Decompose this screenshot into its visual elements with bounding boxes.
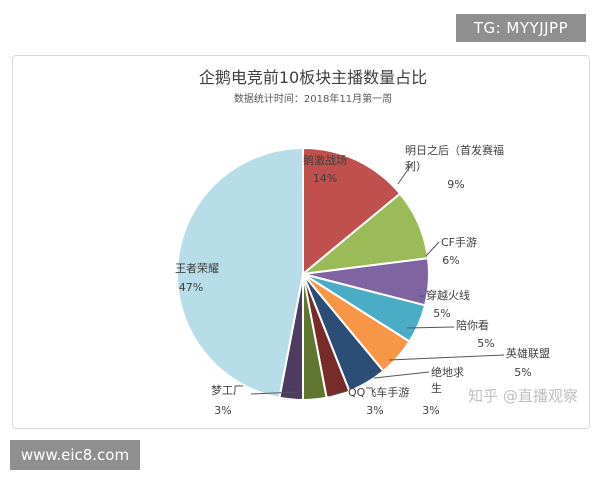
slice-label: 王者荣耀 <box>175 262 219 275</box>
leader-line <box>373 371 430 379</box>
slice-label: 鹅激战场 <box>303 153 347 167</box>
slice-value-label: 3% <box>366 404 383 417</box>
pie-chart: 企鹅电竞前10板块主播数量占比 数据统计时间：2018年11月第一周 鹅激战场 1… <box>175 68 578 417</box>
slice-value-label: 47% <box>179 281 203 294</box>
chart-subtitle: 数据统计时间：2018年11月第一周 <box>234 92 392 105</box>
slice-value-label: 5% <box>477 337 494 350</box>
leader-lines <box>250 161 505 397</box>
leader-line <box>388 354 505 361</box>
bottom-watermark: www.eic8.com <box>10 440 140 470</box>
slice-labels: 鹅激战场 14% 明日之后（首发赛福利） 9% CF手游 6% 穿越火线 5% 陪你看 5% 英雄联… <box>175 143 550 417</box>
slice-value-label: 3% <box>214 404 231 417</box>
slice-label: 陪你看 <box>456 318 489 332</box>
chart-title: 企鹅电竞前10板块主播数量占比 <box>199 68 427 87</box>
leader-line <box>406 326 455 329</box>
chart-card: 企鹅电竞前10板块主播数量占比 数据统计时间：2018年11月第一周 鹅激战场 1… <box>12 55 590 429</box>
top-watermark: TG: MYYJJPP <box>456 14 586 42</box>
slice-value-label: 6% <box>442 254 459 267</box>
leader-line <box>328 390 348 397</box>
slice-label: 明日之后（首发赛福利） <box>405 143 504 173</box>
slice-label: 梦工厂 <box>211 384 244 397</box>
slice-label: CF手游 <box>441 235 477 249</box>
leader-line <box>397 161 414 185</box>
leader-line <box>250 391 299 395</box>
slice-label: 绝地求生 <box>431 365 464 395</box>
pie-slice <box>176 146 304 399</box>
zhihu-watermark: 知乎 @直播观察 <box>468 387 578 405</box>
slice-value-label: 14% <box>313 172 337 185</box>
slice-value-label: 3% <box>422 404 439 417</box>
slice-value-label: 5% <box>433 307 450 320</box>
slice-value-label: 9% <box>447 178 464 191</box>
slice-label: 英雄联盟 <box>506 346 550 360</box>
pie-slices <box>176 146 431 402</box>
slice-label: 穿越火线 <box>426 288 470 302</box>
leader-line <box>425 241 440 257</box>
pie-slice <box>302 146 402 277</box>
slice-value-label: 5% <box>514 366 531 379</box>
slice-label: QQ飞车手游 <box>348 385 409 399</box>
